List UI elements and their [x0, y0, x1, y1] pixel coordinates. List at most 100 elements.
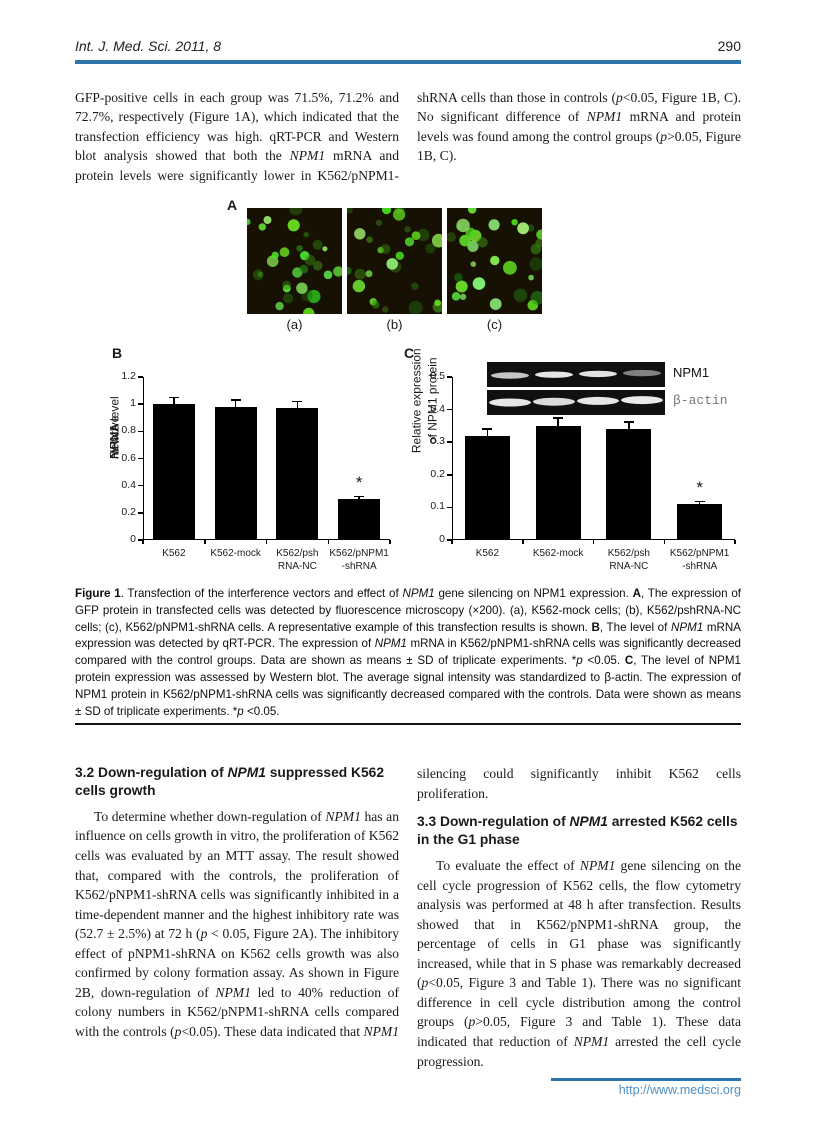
y-tick [447, 474, 452, 476]
panel-label: B [112, 345, 123, 361]
footer-link[interactable]: http://www.medsci.org [618, 1083, 741, 1097]
intro-text-columns: GFP-positive cells in each group was 71.… [75, 88, 741, 185]
x-tick [592, 540, 595, 544]
microscopy-image-c [447, 208, 542, 314]
body-text-columns: 3.2 Down-regulation of NPM1 suppressed K… [75, 764, 741, 1071]
error-bar [486, 429, 489, 440]
x-tick [265, 540, 268, 544]
figure-1-caption: Figure 1. Transfection of the interferen… [75, 587, 741, 718]
microscopy-image-b [347, 208, 442, 314]
panel-a-sublabels: (a) (b) (c) [247, 317, 542, 332]
y-tick [138, 376, 143, 378]
panel-a-label: A [227, 197, 238, 213]
plot-area [452, 377, 735, 540]
error-bar-cap [168, 396, 179, 399]
blot-label-npm1: NPM1 [673, 365, 710, 380]
significance-asterisk: * [696, 477, 703, 497]
error-bar-cap [292, 400, 303, 403]
error-bar [698, 501, 701, 509]
y-tick [138, 457, 143, 460]
y-tick [447, 376, 452, 378]
journal-title: Int. J. Med. Sci. 2011, 8 [75, 38, 222, 54]
x-tick [663, 540, 665, 544]
error-bar [173, 397, 175, 409]
error-bar-cap [354, 495, 365, 498]
header-divider [75, 60, 741, 64]
sublabel-b: (b) [386, 317, 403, 332]
error-bar-cap [230, 399, 241, 401]
figure-1-panel-b-chart: B Relative NPM1 mRNA level 0 0.2 0.4 0.6 0.8 1 1… [100, 345, 420, 585]
bar [677, 504, 723, 540]
x-tick [734, 540, 736, 544]
y-tick-label: 0.5 [430, 370, 445, 382]
x-tick [204, 540, 206, 544]
panel-a-microscopy-row [247, 208, 542, 314]
bar [535, 425, 581, 540]
y-tick [138, 539, 143, 541]
microscopy-image-a [247, 208, 342, 314]
bar [464, 435, 510, 540]
error-bar [296, 401, 299, 413]
bar [214, 406, 257, 540]
y-tick [138, 403, 143, 405]
category-label: K562-mock [210, 548, 261, 559]
category-label: K562/psh RNA-NC [276, 548, 319, 572]
y-tick-label: 0 [439, 533, 445, 545]
section-3-2-paragraph: To determine whether down-regulation of … [75, 766, 741, 1040]
y-tick-label: 1 [130, 397, 136, 410]
y-tick [447, 408, 452, 411]
y-tick-label: 0 [130, 533, 136, 545]
error-bar [234, 400, 237, 411]
figure-1: A (a) (b) (c) B Relative NPM1 mRNA level 0… [75, 195, 741, 587]
y-tick-label: 0.3 [430, 435, 445, 448]
category-label: K562/pNPM1 -shRNA [329, 548, 389, 572]
error-bar-cap [553, 417, 564, 419]
error-bar [628, 421, 630, 434]
y-tick [138, 430, 143, 433]
y-tick [447, 441, 452, 443]
sublabel-a: (a) [286, 317, 303, 332]
section-3-3-paragraph: To evaluate the effect of NPM1 gene sile… [417, 857, 741, 1069]
x-tick [142, 540, 144, 544]
caption-divider [75, 723, 741, 725]
error-bar-cap [694, 500, 705, 503]
category-label: K562 [475, 548, 500, 559]
y-tick-label: 0.6 [121, 451, 136, 464]
bar [606, 429, 652, 540]
y-tick [138, 512, 143, 514]
panel-label: C [404, 345, 415, 361]
y-tick-label: 0.2 [121, 505, 136, 518]
y-tick-label: 0.8 [121, 424, 136, 437]
blot-label-beta-actin: β-actin [673, 393, 728, 408]
y-tick-label: 0.4 [430, 402, 445, 415]
error-bar [557, 417, 559, 430]
error-bar-cap [482, 428, 493, 430]
page-header: Int. J. Med. Sci. 2011, 8 290 [75, 38, 741, 54]
y-tick-label: 0.4 [121, 478, 136, 491]
error-bar [358, 496, 360, 504]
section-3-2-heading: 3.2 Down-regulation of NPM1 suppressed K… [75, 765, 384, 798]
western-blot-strip [487, 390, 665, 415]
category-label: K562 [162, 548, 186, 559]
y-tick [138, 484, 143, 487]
category-label: K562-mock [532, 548, 584, 559]
figure-1-panel-c-chart: C Relative expression of NPM1 protein 0 0.1… [400, 345, 745, 585]
x-tick [327, 540, 329, 544]
error-bar-cap [623, 421, 634, 423]
x-tick [389, 540, 391, 544]
x-tick [522, 540, 524, 544]
category-label: K562/psh RNA-NC [607, 548, 650, 572]
bar [152, 404, 195, 540]
bar [338, 499, 381, 540]
section-3-3-heading: 3.3 Down-regulation of NPM1 arrested K56… [417, 814, 738, 848]
bar [276, 408, 319, 540]
y-tick-label: 0.2 [430, 467, 445, 480]
page-number: 290 [717, 38, 741, 54]
intro-paragraph: GFP-positive cells in each group was 71.… [75, 90, 741, 183]
western-blot-strip [487, 362, 665, 387]
y-tick-label: 0.1 [430, 500, 445, 513]
x-tick [451, 540, 453, 544]
sublabel-c: (c) [486, 317, 503, 332]
footer-divider [551, 1078, 741, 1081]
